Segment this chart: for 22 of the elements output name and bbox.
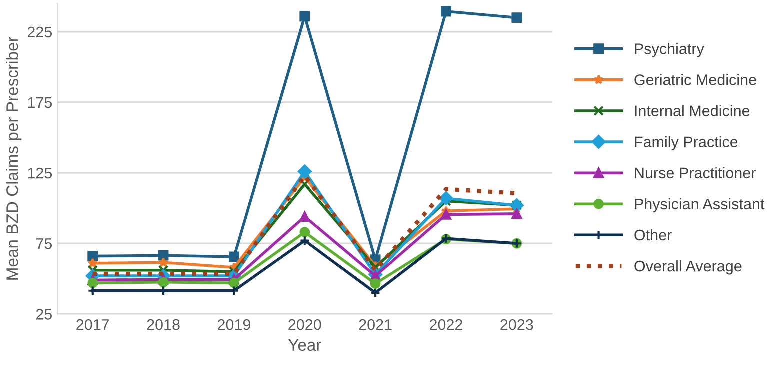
legend-label: Geriatric Medicine bbox=[634, 74, 756, 86]
legend-label: Nurse Practitioner bbox=[635, 167, 756, 179]
legend-label: Family Practice bbox=[635, 136, 738, 151]
x-axis-title: Year bbox=[288, 339, 322, 352]
y-tick-label: 175 bbox=[28, 98, 52, 108]
y-tick-label: 25 bbox=[36, 309, 52, 320]
legend-label: Physician Assistant bbox=[635, 198, 765, 213]
y-tick-label: 225 bbox=[28, 26, 52, 38]
y-tick-label: 75 bbox=[36, 238, 52, 250]
x-tick-label: 2019 bbox=[218, 319, 250, 330]
x-tick-label: 2021 bbox=[359, 319, 392, 330]
legend-label: Psychiatry bbox=[635, 43, 704, 58]
y-axis-title: Mean BZD Claims per Prescriber bbox=[6, 36, 22, 280]
legend-label: Internal Medicine bbox=[635, 105, 750, 116]
legend-label: Overall Average bbox=[634, 260, 742, 275]
x-tick-label: 2018 bbox=[147, 319, 180, 330]
x-tick-label: 2017 bbox=[76, 319, 110, 330]
y-tick-label: 125 bbox=[28, 168, 52, 179]
x-tick-label: 2023 bbox=[500, 319, 534, 330]
x-tick-label: 2022 bbox=[430, 319, 462, 330]
x-tick-label: 2020 bbox=[288, 319, 322, 330]
legend-label: Other bbox=[634, 229, 672, 241]
